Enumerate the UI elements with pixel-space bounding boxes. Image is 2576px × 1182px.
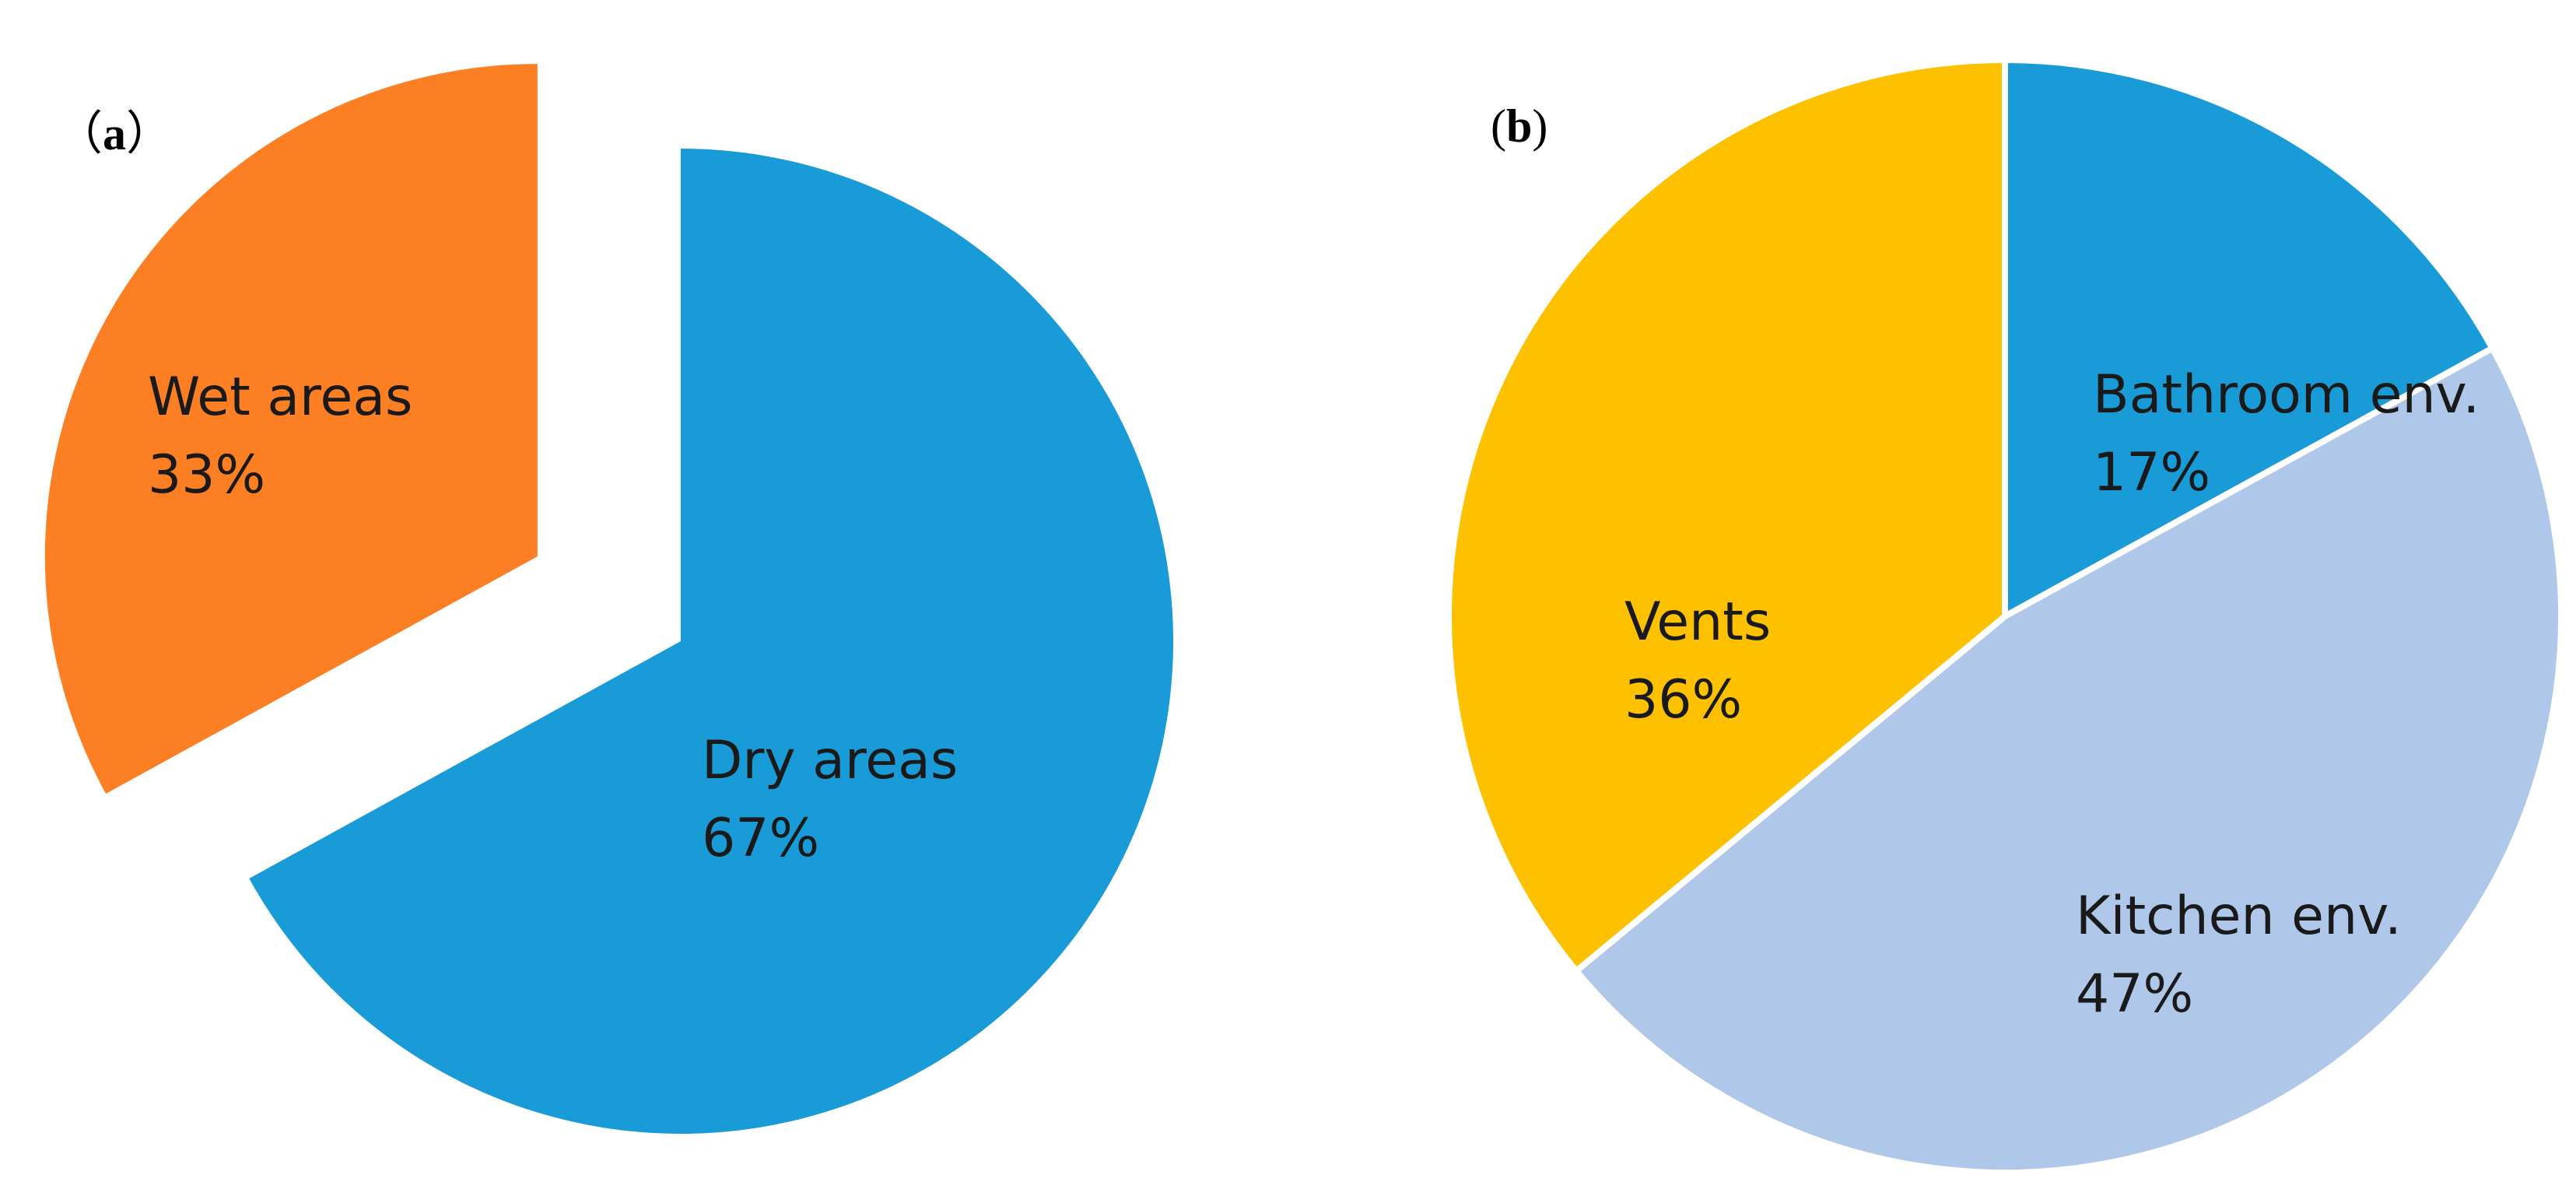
pie-b-slices: [1446, 57, 2564, 1176]
pie-slice-wet-areas: [44, 64, 538, 794]
slice-label-dry-areas: Dry areas: [702, 730, 958, 791]
slice-percent-wet-areas: 33%: [148, 444, 265, 506]
slice-percent-dry-areas: 67%: [702, 808, 819, 869]
pie-a-slices: [44, 64, 1174, 1134]
slice-label-bathroom-env: Bathroom env.: [2093, 364, 2480, 426]
pie-slice-vents: [1446, 57, 2008, 974]
pie-slice-dry-areas: [249, 149, 1174, 1134]
pie-slice-bathroom-env: [2002, 57, 2496, 619]
slice-percent-bathroom-env: 17%: [2093, 442, 2210, 503]
slice-label-kitchen-env: Kitchen env.: [2076, 886, 2402, 947]
slice-label-vents: Vents: [1624, 591, 1771, 653]
pie-slice-kitchen-env: [1573, 345, 2564, 1176]
panel-label-b: (b): [1491, 100, 1547, 152]
slice-percent-vents: 36%: [1624, 669, 1742, 731]
pie-chart-b: (b) Bathroom env. 17% Kitchen env. 47% V…: [1446, 57, 2564, 1176]
slice-percent-kitchen-env: 47%: [2076, 963, 2193, 1025]
pie-chart-a: （a） Wet areas 33% Dry areas 67%: [44, 64, 1174, 1134]
panel-label-a: （a）: [56, 108, 173, 160]
slice-label-wet-areas: Wet areas: [148, 367, 412, 428]
